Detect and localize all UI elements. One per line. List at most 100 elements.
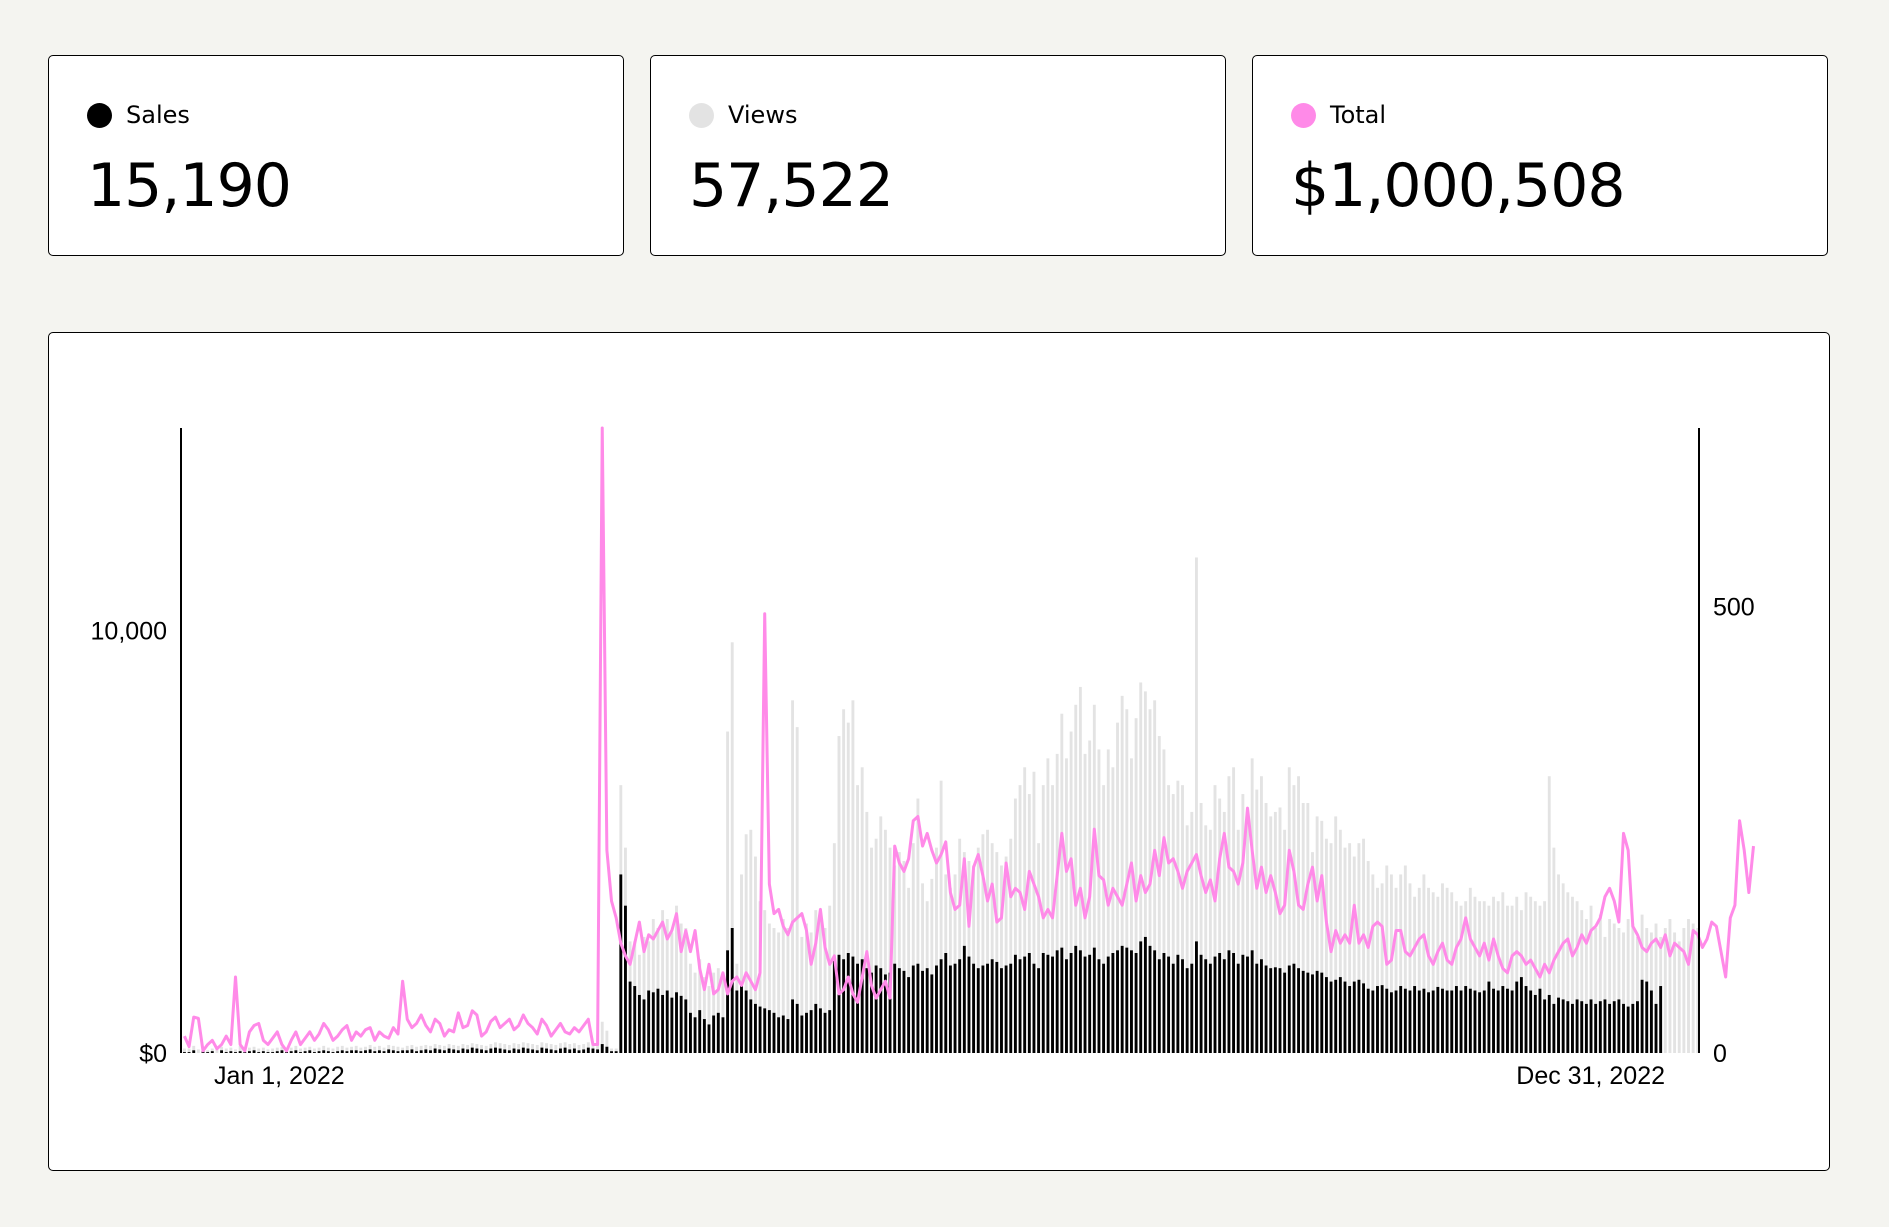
sales-bar	[1083, 956, 1087, 1053]
views-bar	[1663, 928, 1667, 1053]
sales-bar	[1566, 1001, 1570, 1053]
views-bar	[442, 1045, 446, 1053]
sales-bar	[1649, 990, 1653, 1053]
views-bar	[1069, 731, 1073, 1053]
views-bar	[1524, 892, 1528, 1053]
sales-bar	[317, 1051, 321, 1053]
views-bar	[879, 816, 883, 1053]
sales-bar	[540, 1047, 544, 1053]
views-bar	[466, 1044, 470, 1053]
sales-bar	[1139, 941, 1143, 1053]
sales-bar	[299, 1052, 302, 1053]
sales-bar	[549, 1049, 553, 1053]
sales-bar	[1510, 990, 1514, 1053]
views-bar	[1417, 887, 1421, 1053]
views-bar	[238, 1045, 242, 1053]
views-bar	[517, 1044, 521, 1053]
sales-bar	[410, 1049, 414, 1053]
sales-bar	[828, 1010, 832, 1053]
sales-bar	[1069, 953, 1073, 1053]
sales-bar	[396, 1051, 400, 1053]
sales-bar	[1092, 947, 1096, 1053]
sales-bar	[1111, 953, 1115, 1053]
views-bar	[456, 1045, 460, 1053]
views-bar	[712, 972, 716, 1053]
sales-bar	[814, 1003, 818, 1053]
views-bar	[1454, 901, 1458, 1053]
views-bar	[976, 847, 980, 1053]
sales-bar	[373, 1051, 377, 1053]
views-bar	[1111, 767, 1115, 1053]
sales-bar	[958, 959, 962, 1053]
sales-bar	[1125, 947, 1129, 1053]
sales-bar	[1645, 981, 1649, 1053]
views-bar	[832, 843, 836, 1053]
sales-bar	[359, 1051, 363, 1053]
views-bar	[554, 1044, 558, 1053]
sales-bar	[1371, 990, 1375, 1053]
views-bar	[559, 1043, 562, 1053]
views-bar	[1208, 829, 1212, 1053]
views-bar	[851, 700, 855, 1053]
sales-bar	[350, 1050, 353, 1053]
views-bar	[1004, 856, 1008, 1053]
sales-bar	[1009, 963, 1013, 1053]
sales-bars	[183, 874, 1663, 1053]
views-bar	[210, 1048, 214, 1053]
views-bar	[1501, 892, 1505, 1053]
views-bar	[642, 936, 646, 1053]
views-bar	[1139, 682, 1143, 1053]
views-bar	[763, 910, 767, 1053]
sales-bar	[261, 1051, 265, 1053]
sales-bar	[480, 1049, 483, 1053]
views-bar	[1571, 896, 1574, 1053]
sales-bar	[1283, 972, 1287, 1053]
sales-bar	[1529, 990, 1533, 1053]
views-bar	[781, 919, 785, 1053]
sales-bar	[1403, 988, 1407, 1053]
views-bar	[828, 905, 832, 1053]
views-bar	[308, 1046, 312, 1053]
views-bar	[1445, 887, 1449, 1053]
sales-bar	[1273, 967, 1277, 1053]
sales-bar	[210, 1051, 214, 1053]
sales-bar	[271, 1052, 275, 1053]
views-bar	[345, 1047, 349, 1053]
sales-bar	[1487, 981, 1491, 1053]
views-bar	[814, 910, 818, 1053]
sales-bar	[1088, 954, 1092, 1053]
views-bar	[1157, 736, 1161, 1053]
sales-bar	[740, 986, 743, 1053]
sales-bar	[243, 1052, 247, 1053]
views-bar	[1589, 905, 1593, 1053]
sales-bar	[865, 968, 869, 1053]
sales-bar	[693, 1017, 697, 1053]
views-bar	[582, 1044, 586, 1053]
views-bar	[568, 1044, 572, 1053]
sales-bar	[1259, 959, 1263, 1053]
sales-bar	[698, 1010, 702, 1053]
views-bar	[874, 838, 878, 1053]
views-bar	[614, 1048, 618, 1053]
sales-bar	[786, 1019, 790, 1053]
sales-bar	[897, 968, 901, 1053]
views-bar	[1162, 749, 1166, 1053]
views-bar	[196, 1049, 200, 1053]
views-bar	[846, 722, 850, 1053]
views-bar	[382, 1047, 386, 1053]
sales-bar	[452, 1049, 456, 1053]
views-bar	[1482, 901, 1486, 1053]
views-bar	[438, 1044, 442, 1053]
sales-bar	[610, 1051, 613, 1053]
views-bar	[749, 829, 753, 1053]
sales-bar	[192, 1050, 196, 1053]
chart-panel: $0 10,000 0 500 Jan 1, 2022 Dec 31, 2022	[48, 332, 1830, 1171]
sales-card: Sales 15,190	[48, 55, 624, 256]
sales-bar	[930, 974, 934, 1053]
sales-bar	[1501, 986, 1505, 1053]
views-bar	[531, 1044, 535, 1053]
views-bar	[1037, 843, 1041, 1053]
sales-bar	[224, 1052, 228, 1053]
total-card: Total $1,000,508	[1252, 55, 1828, 256]
views-bar	[452, 1044, 456, 1053]
